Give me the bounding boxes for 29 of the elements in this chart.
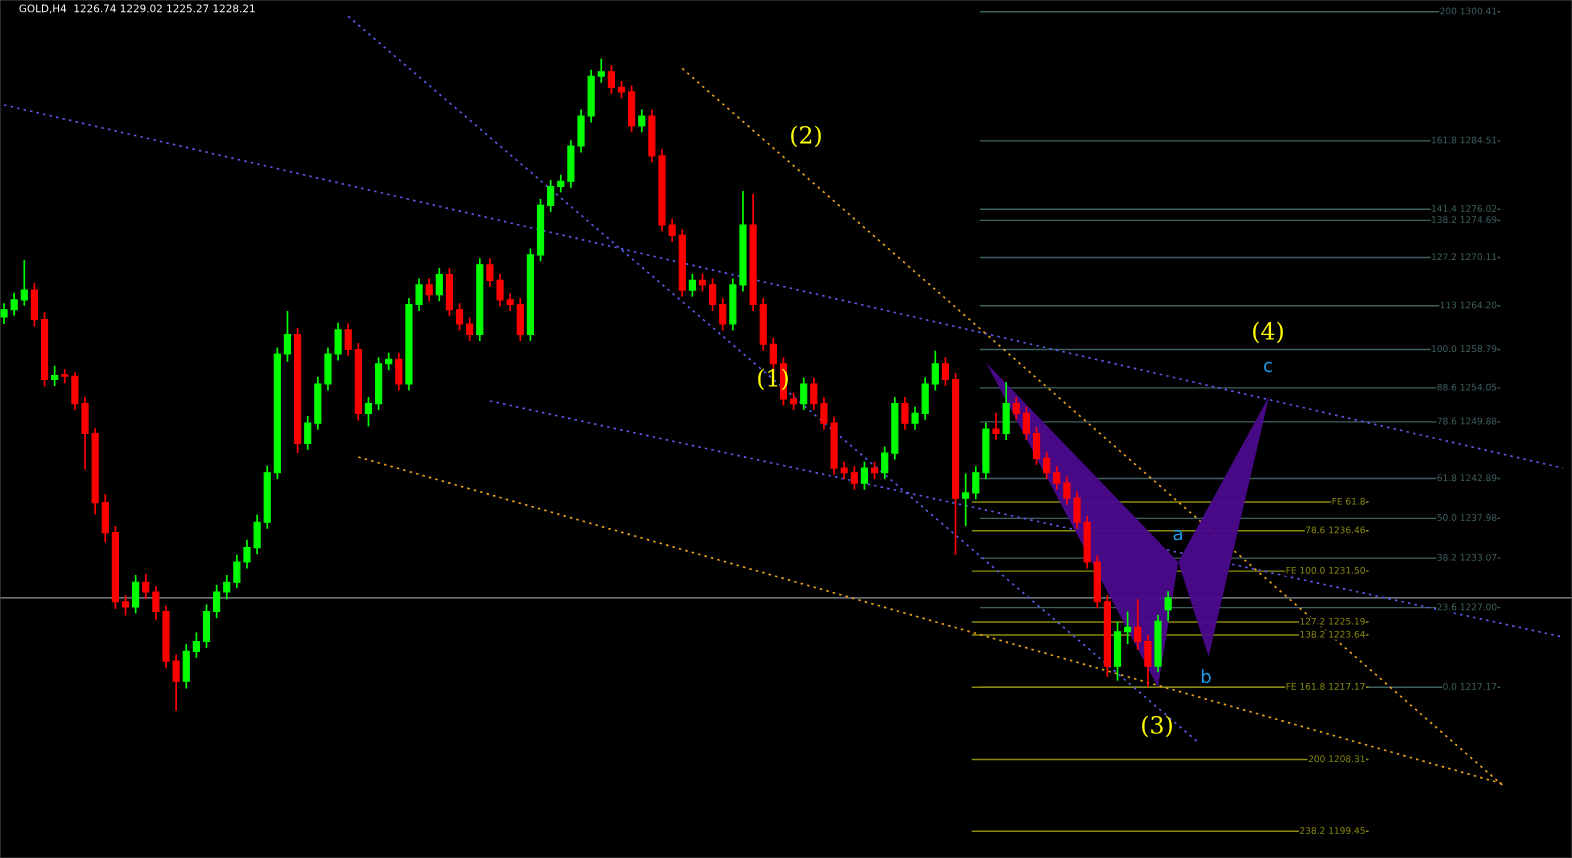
annotation: c	[1264, 361, 1272, 373]
annotation: a	[1173, 529, 1182, 541]
annotation: 113 1264.20	[1440, 301, 1497, 309]
annotation: (2)	[791, 125, 821, 148]
annotation: 161.8 1284.51	[1432, 136, 1497, 144]
text: 200 1300.41	[1440, 7, 1497, 15]
annotation: b	[1201, 669, 1211, 684]
annotation: 23.6 1227.00	[1437, 603, 1497, 611]
annotation: 50.0 1237.98	[1437, 514, 1497, 521]
text: (3)	[1142, 715, 1172, 738]
annotation: FE 100.0 1231.50	[1286, 566, 1365, 574]
annotation: 138.2 1274.69	[1432, 216, 1497, 223]
annotation: 38.2 1233.07	[1437, 553, 1497, 561]
annotation: 61.8 1242.89	[1437, 474, 1497, 482]
chart-title: GOLD,H4 1226.74 1229.02 1225.27 1228.21	[19, 4, 255, 14]
annotation: (4)	[1253, 321, 1283, 344]
text: 238.2 1199.45	[1300, 827, 1365, 834]
annotation: FE 161.8 1217.17	[1286, 682, 1365, 690]
annotation: 100.0 1258.79	[1432, 345, 1497, 353]
annotation: 78.6 1249.88	[1437, 417, 1497, 425]
annotation: 141.4 1276.02	[1432, 205, 1497, 212]
annotation: 127.2 1270.11	[1432, 253, 1497, 261]
annotation: 88.6 1254.05	[1437, 383, 1497, 391]
annotation: 0.0 1217.17	[1443, 682, 1497, 690]
annotation: 138.2 1223.64	[1300, 630, 1365, 638]
text: 200 1208.31	[1308, 755, 1365, 763]
annotation: 78.6 1236.46	[1305, 526, 1365, 534]
annotation: FE 61.8	[1332, 497, 1365, 505]
annotation: 127.2 1225.19	[1300, 617, 1365, 625]
